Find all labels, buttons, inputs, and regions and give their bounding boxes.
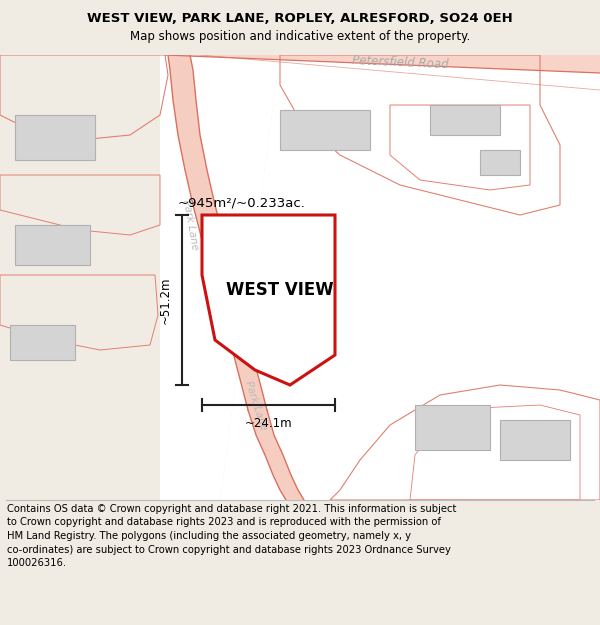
Text: Map shows position and indicative extent of the property.: Map shows position and indicative extent… bbox=[130, 30, 470, 43]
Polygon shape bbox=[168, 55, 267, 410]
Polygon shape bbox=[0, 55, 600, 500]
Text: ~51.2m: ~51.2m bbox=[159, 276, 172, 324]
Polygon shape bbox=[160, 55, 280, 500]
Polygon shape bbox=[165, 55, 600, 73]
Text: ~945m²/~0.233ac.: ~945m²/~0.233ac. bbox=[178, 196, 306, 209]
Polygon shape bbox=[480, 150, 520, 175]
Text: WEST VIEW, PARK LANE, ROPLEY, ALRESFORD, SO24 0EH: WEST VIEW, PARK LANE, ROPLEY, ALRESFORD,… bbox=[87, 12, 513, 25]
Polygon shape bbox=[275, 270, 320, 310]
Text: Contains OS data © Crown copyright and database right 2021. This information is : Contains OS data © Crown copyright and d… bbox=[7, 504, 457, 568]
Polygon shape bbox=[270, 220, 325, 255]
Polygon shape bbox=[248, 410, 304, 500]
Polygon shape bbox=[15, 115, 95, 160]
Polygon shape bbox=[500, 420, 570, 460]
Text: WEST VIEW: WEST VIEW bbox=[226, 281, 334, 299]
Text: Petersfield Road: Petersfield Road bbox=[352, 54, 448, 72]
Polygon shape bbox=[10, 325, 75, 360]
Text: Park Lane: Park Lane bbox=[244, 379, 269, 431]
Polygon shape bbox=[430, 105, 500, 135]
Polygon shape bbox=[220, 55, 600, 500]
Polygon shape bbox=[202, 215, 335, 385]
Polygon shape bbox=[280, 110, 370, 150]
Polygon shape bbox=[415, 405, 490, 450]
Polygon shape bbox=[15, 225, 90, 265]
Text: Park Lane: Park Lane bbox=[181, 199, 199, 251]
Text: ~24.1m: ~24.1m bbox=[245, 417, 292, 430]
